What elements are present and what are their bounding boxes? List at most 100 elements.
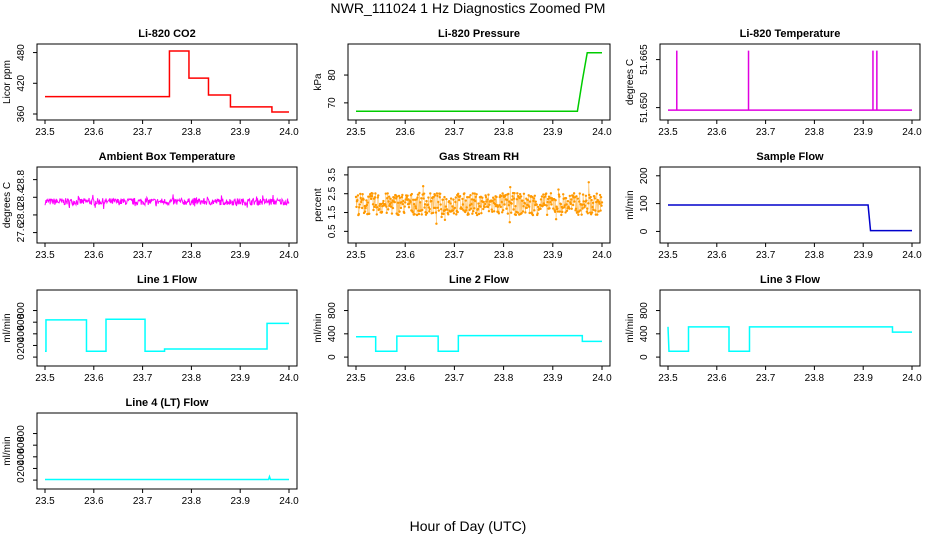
panel-title: Line 3 Flow bbox=[760, 274, 820, 286]
x-tick-label: 23.9 bbox=[853, 127, 873, 138]
x-tick-label: 24.0 bbox=[279, 496, 299, 507]
chart-panel: Line 4 (LT) Flow 23.5 23.6 23.7 23.8 23.9 24.0… bbox=[2, 397, 299, 507]
x-tick-label: 23.6 bbox=[395, 250, 415, 261]
x-tick-label: 23.9 bbox=[543, 250, 563, 261]
chart-panel: Sample Flow 23.5 23.6 23.7 23.8 23.9 24.0 0 100 2… bbox=[625, 151, 922, 261]
x-tick-label: 23.9 bbox=[853, 250, 873, 261]
y-tick-label: 51.650 bbox=[639, 92, 650, 123]
x-tick-label: 23.8 bbox=[805, 250, 825, 261]
y-tick-label: 400 bbox=[16, 448, 27, 465]
x-axis: 23.5 23.6 23.7 23.8 23.9 24.0 bbox=[658, 119, 922, 138]
y-tick-label: 0 bbox=[16, 477, 27, 483]
y-tick-label: 800 bbox=[16, 302, 27, 319]
x-tick-label: 24.0 bbox=[902, 373, 922, 384]
y-axis-label: degrees C bbox=[2, 182, 13, 228]
x-tick-label: 24.0 bbox=[592, 373, 612, 384]
data-line bbox=[45, 318, 289, 353]
y-tick-label: 3.5 bbox=[327, 167, 338, 181]
x-axis: 23.5 23.6 23.7 23.8 23.9 24.0 bbox=[346, 242, 612, 261]
y-axis-label: degrees C bbox=[625, 59, 636, 105]
x-tick-label: 23.6 bbox=[84, 496, 104, 507]
x-tick-label: 23.7 bbox=[133, 250, 153, 261]
panel-title: Li-820 Temperature bbox=[740, 28, 841, 40]
panel-title: Line 4 (LT) Flow bbox=[126, 397, 209, 409]
x-tick-label: 23.7 bbox=[445, 127, 465, 138]
chart-panel: Line 3 Flow 23.5 23.6 23.7 23.8 23.9 24.0 0 400 8… bbox=[625, 274, 922, 384]
data-line bbox=[668, 204, 912, 232]
x-tick-label: 23.6 bbox=[707, 250, 727, 261]
y-tick-label: 0 bbox=[639, 354, 650, 360]
x-tick-label: 23.6 bbox=[707, 127, 727, 138]
y-tick-label: 600 bbox=[16, 436, 27, 453]
y-tick-label: 800 bbox=[16, 425, 27, 442]
y-tick-label: 70 bbox=[327, 97, 338, 109]
x-tick-label: 24.0 bbox=[592, 250, 612, 261]
y-tick-label: 480 bbox=[16, 44, 27, 61]
panel-title: Gas Stream RH bbox=[439, 151, 519, 163]
x-tick-label: 23.7 bbox=[756, 373, 776, 384]
y-tick-label: 600 bbox=[16, 313, 27, 330]
y-tick-label: 420 bbox=[16, 75, 27, 92]
figure-title: NWR_111024 1 Hz Diagnostics Zoomed PM bbox=[331, 0, 606, 16]
y-tick-label: 400 bbox=[327, 325, 338, 342]
plot-frame bbox=[347, 289, 611, 367]
x-tick-label: 23.5 bbox=[35, 250, 55, 261]
x-tick-label: 24.0 bbox=[592, 127, 612, 138]
y-axis-label: kPa bbox=[313, 73, 324, 91]
y-tick-label: 0 bbox=[16, 354, 27, 360]
plot-frame bbox=[36, 43, 298, 121]
x-tick-label: 24.0 bbox=[279, 373, 299, 384]
x-tick-label: 23.9 bbox=[543, 127, 563, 138]
x-tick-label: 23.8 bbox=[494, 373, 514, 384]
plot-frame bbox=[347, 43, 611, 121]
plot-frame bbox=[36, 289, 298, 367]
x-tick-label: 23.8 bbox=[805, 373, 825, 384]
y-tick-label: 0 bbox=[327, 354, 338, 360]
y-tick-label: 800 bbox=[327, 302, 338, 319]
panel-title: Line 1 Flow bbox=[137, 274, 197, 286]
x-tick-label: 23.9 bbox=[230, 373, 250, 384]
chart-panel: Line 2 Flow 23.5 23.6 23.7 23.8 23.9 24.0 0 400 8… bbox=[313, 274, 612, 384]
y-tick-label: 400 bbox=[16, 325, 27, 342]
y-tick-label: 200 bbox=[16, 337, 27, 354]
x-tick-label: 23.5 bbox=[346, 250, 366, 261]
x-tick-label: 24.0 bbox=[902, 250, 922, 261]
y-tick-label: 200 bbox=[639, 167, 650, 184]
plot-frame bbox=[659, 289, 921, 367]
panel-title: Ambient Box Temperature bbox=[99, 151, 236, 163]
panel-title: Li-820 CO2 bbox=[138, 28, 195, 40]
x-axis: 23.5 23.6 23.7 23.8 23.9 24.0 bbox=[35, 488, 299, 507]
y-tick-label: 51.665 bbox=[639, 44, 650, 75]
y-axis-label: ml/min bbox=[2, 313, 13, 342]
y-tick-label: 200 bbox=[16, 460, 27, 477]
x-tick-label: 23.5 bbox=[346, 373, 366, 384]
x-tick-label: 23.6 bbox=[84, 373, 104, 384]
y-tick-label: 2.5 bbox=[327, 186, 338, 200]
data-line bbox=[44, 194, 290, 209]
y-tick-label: 28.4 bbox=[16, 187, 27, 207]
x-axis: 23.5 23.6 23.7 23.8 23.9 24.0 bbox=[346, 365, 612, 384]
x-tick-label: 23.9 bbox=[230, 127, 250, 138]
y-tick-label: 0 bbox=[639, 228, 650, 234]
x-tick-label: 23.5 bbox=[35, 496, 55, 507]
x-tick-label: 23.8 bbox=[494, 127, 514, 138]
y-tick-label: 28.8 bbox=[16, 169, 27, 189]
x-tick-label: 23.8 bbox=[182, 250, 202, 261]
x-axis: 23.5 23.6 23.7 23.8 23.9 24.0 bbox=[35, 119, 299, 138]
x-tick-label: 23.9 bbox=[853, 373, 873, 384]
y-axis-label: percent bbox=[313, 188, 324, 222]
y-axis-label: Licor ppm bbox=[2, 60, 13, 104]
x-tick-label: 23.7 bbox=[133, 373, 153, 384]
y-tick-label: 28.0 bbox=[16, 205, 27, 225]
y-axis-label: ml/min bbox=[625, 313, 636, 342]
x-tick-label: 24.0 bbox=[902, 127, 922, 138]
y-tick-label: 100 bbox=[639, 195, 650, 212]
